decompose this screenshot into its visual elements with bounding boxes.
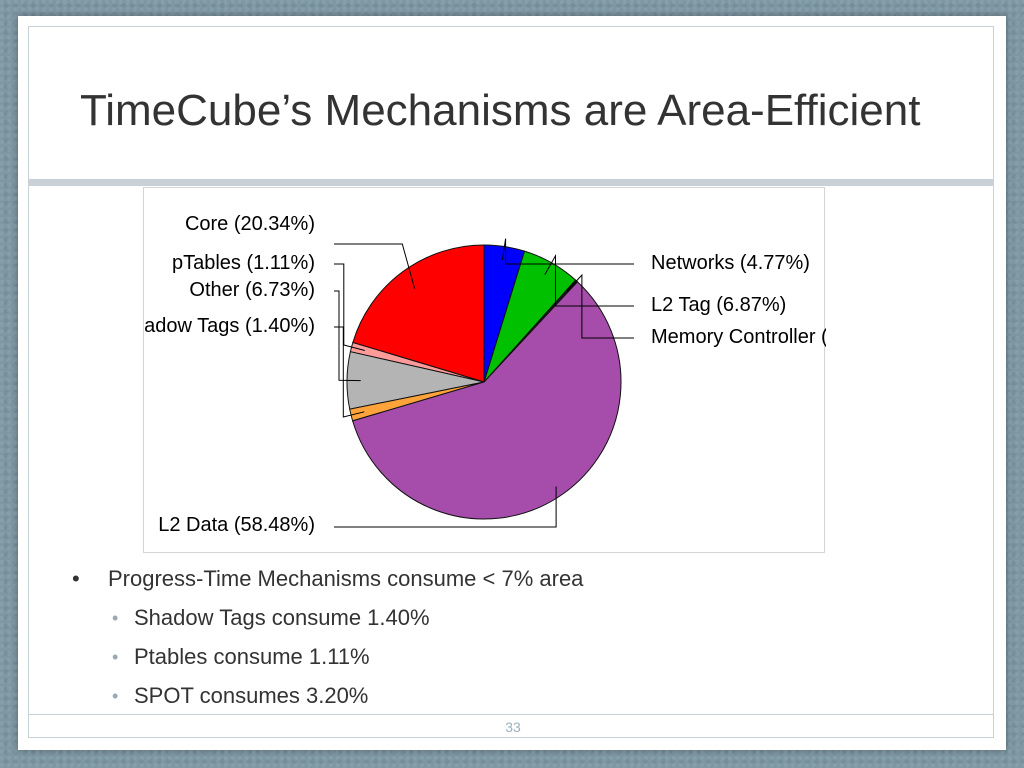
slice-label: L2 Tag (6.87%) (651, 294, 786, 316)
slice-label: Networks (4.77%) (651, 252, 810, 274)
callout-line (334, 290, 361, 382)
slice-label: Other (6.73%) (189, 279, 315, 301)
page-number: 33 (505, 719, 521, 735)
callout-line (334, 486, 557, 528)
callout-line (544, 253, 634, 307)
bullet-text: Shadow Tags consume 1.40% (134, 605, 430, 630)
footer-divider (28, 714, 994, 715)
callout-line (334, 263, 365, 351)
pie-slice (352, 244, 485, 383)
slice-label: Core (20.34%) (185, 213, 315, 235)
sub-bullet-item: • Ptables consume 1.11% (66, 642, 966, 681)
bullet-text: Progress-Time Mechanisms consume < 7% ar… (108, 566, 584, 591)
pie-chart: Core (20.34%) pTables (1.11%) Other (6.73%… (144, 213, 826, 536)
sub-bullet-item: • SPOT consumes 3.20% (66, 681, 966, 720)
slice-label: pTables (1.11%) (172, 252, 315, 274)
bullet-marker: • (72, 566, 80, 591)
bullet-marker: • (112, 686, 119, 706)
pie-chart-panel: Core (20.34%) pTables (1.11%) Other (6.73%… (143, 187, 826, 553)
slice-label: L2 Data (58.48%) (158, 514, 315, 536)
slide-title: TimeCube’s Mechanisms are Area-Efficient (80, 86, 921, 135)
slide-frame (28, 26, 994, 738)
callout-line (501, 238, 634, 265)
slice-label: Shadow Tags (1.40%) (144, 315, 315, 337)
callout-line (334, 243, 416, 289)
bullet-text: Ptables consume 1.11% (134, 644, 370, 669)
sub-bullet-item: • Shadow Tags consume 1.40% (66, 603, 966, 642)
slice-label: Memory Controller (0.30%) (651, 326, 826, 348)
bullet-marker: • (112, 608, 119, 628)
callout-line (334, 326, 365, 418)
bullet-item: • Progress-Time Mechanisms consume < 7% … (66, 564, 966, 603)
title-divider (28, 179, 994, 186)
bullet-text: SPOT consumes 3.20% (134, 683, 369, 708)
bullet-marker: • (112, 647, 119, 667)
slide: TimeCube’s Mechanisms are Area-Efficient… (18, 16, 1006, 750)
bullet-list: • Progress-Time Mechanisms consume < 7% … (66, 564, 966, 720)
